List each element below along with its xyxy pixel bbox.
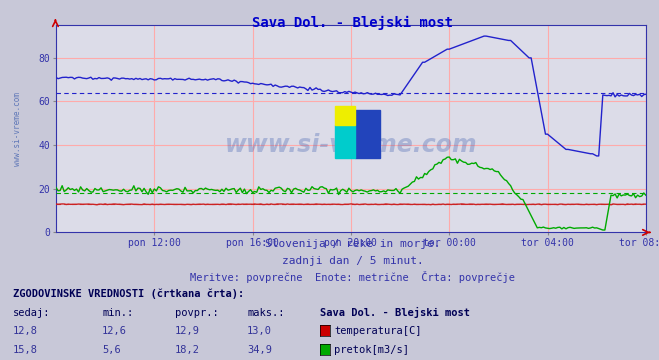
- Text: 5,6: 5,6: [102, 345, 121, 355]
- Bar: [335, 106, 355, 125]
- Text: zadnji dan / 5 minut.: zadnji dan / 5 minut.: [281, 256, 424, 266]
- Text: min.:: min.:: [102, 308, 133, 318]
- Text: 12,8: 12,8: [13, 327, 38, 337]
- Text: pretok[m3/s]: pretok[m3/s]: [334, 345, 409, 355]
- Text: www.si-vreme.com: www.si-vreme.com: [13, 92, 22, 166]
- Text: www.si-vreme.com: www.si-vreme.com: [225, 133, 477, 157]
- Text: maks.:: maks.:: [247, 308, 285, 318]
- Text: Sava Dol. - Blejski most: Sava Dol. - Blejski most: [252, 16, 453, 30]
- Text: povpr.:: povpr.:: [175, 308, 218, 318]
- Text: 18,2: 18,2: [175, 345, 200, 355]
- Text: 34,9: 34,9: [247, 345, 272, 355]
- Text: Meritve: povprečne  Enote: metrične  Črta: povprečje: Meritve: povprečne Enote: metrične Črta:…: [190, 271, 515, 283]
- Text: Sava Dol. - Blejski most: Sava Dol. - Blejski most: [320, 307, 470, 318]
- Text: temperatura[C]: temperatura[C]: [334, 327, 422, 337]
- Text: sedaj:: sedaj:: [13, 308, 51, 318]
- Text: ZGODOVINSKE VREDNOSTI (črtkana črta):: ZGODOVINSKE VREDNOSTI (črtkana črta):: [13, 288, 244, 299]
- Bar: [335, 125, 355, 158]
- Text: 13,0: 13,0: [247, 327, 272, 337]
- Bar: [355, 110, 380, 158]
- Text: 12,6: 12,6: [102, 327, 127, 337]
- Text: Slovenija / reke in morje.: Slovenija / reke in morje.: [265, 239, 440, 249]
- Text: 12,9: 12,9: [175, 327, 200, 337]
- Text: 15,8: 15,8: [13, 345, 38, 355]
